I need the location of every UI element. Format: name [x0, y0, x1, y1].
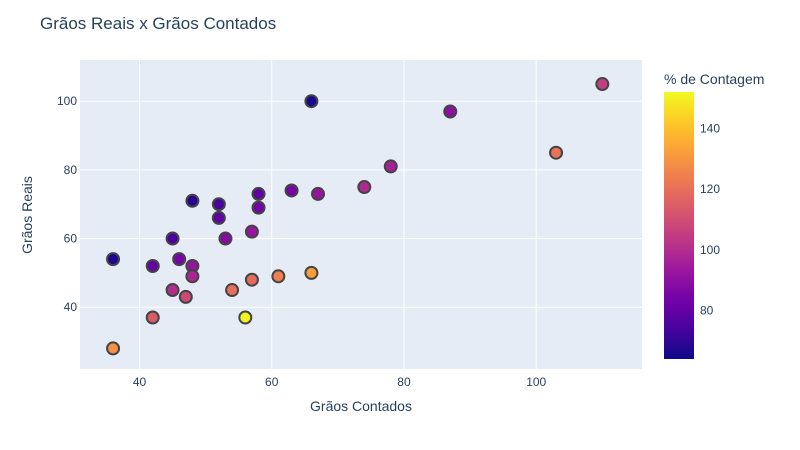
y-axis-title: Grãos Reais — [19, 176, 35, 254]
data-point[interactable] — [145, 310, 160, 325]
data-point[interactable] — [443, 104, 458, 119]
data-point[interactable] — [165, 231, 180, 246]
y-tick-label: 80 — [64, 163, 78, 177]
data-point[interactable] — [185, 193, 200, 208]
chart-title: Grãos Reais x Grãos Contados — [40, 14, 276, 33]
data-point[interactable] — [304, 94, 319, 109]
y-axis-ticks: 40 60 80 100 — [57, 94, 77, 314]
x-axis-ticks: 40 60 80 100 — [133, 375, 547, 389]
colorbar-tick-label: 100 — [700, 243, 720, 257]
data-point[interactable] — [211, 197, 226, 212]
data-point[interactable] — [211, 210, 226, 225]
data-point[interactable] — [311, 186, 326, 201]
data-point[interactable] — [383, 159, 398, 174]
data-point[interactable] — [357, 180, 372, 195]
data-point[interactable] — [549, 145, 564, 160]
data-point[interactable] — [595, 77, 610, 92]
data-point[interactable] — [145, 259, 160, 273]
y-tick-label: 40 — [64, 300, 78, 314]
data-point[interactable] — [172, 252, 187, 267]
x-axis-title: Grãos Contados — [310, 398, 412, 414]
data-point[interactable] — [165, 283, 180, 298]
data-point[interactable] — [251, 200, 266, 215]
y-tick-label: 60 — [64, 232, 78, 246]
colorbar-tick-label: 140 — [700, 121, 720, 135]
x-tick-label: 60 — [265, 375, 279, 389]
data-point[interactable] — [185, 269, 200, 284]
data-points — [106, 77, 610, 356]
colorbar-tick-label: 120 — [700, 182, 720, 196]
colorbar-title: % de Contagem — [664, 71, 764, 87]
y-tick-label: 100 — [57, 94, 77, 108]
data-point[interactable] — [284, 183, 299, 198]
x-tick-label: 40 — [133, 375, 147, 389]
data-point[interactable] — [218, 231, 233, 246]
data-point[interactable] — [244, 224, 259, 239]
data-point[interactable] — [304, 265, 319, 280]
colorbar-ticks: 80 100 120 140 — [700, 121, 720, 317]
colorbar-tick-label: 80 — [700, 303, 714, 317]
data-point[interactable] — [238, 310, 253, 325]
data-point[interactable] — [106, 252, 121, 267]
data-point[interactable] — [244, 272, 259, 287]
colorbar — [664, 92, 694, 359]
x-tick-label: 100 — [526, 375, 546, 389]
x-tick-label: 80 — [397, 375, 411, 389]
data-point[interactable] — [225, 283, 240, 298]
plot-area — [80, 60, 642, 369]
data-point[interactable] — [178, 289, 193, 304]
data-point[interactable] — [271, 269, 286, 284]
data-point[interactable] — [106, 341, 121, 356]
data-point[interactable] — [251, 186, 266, 201]
